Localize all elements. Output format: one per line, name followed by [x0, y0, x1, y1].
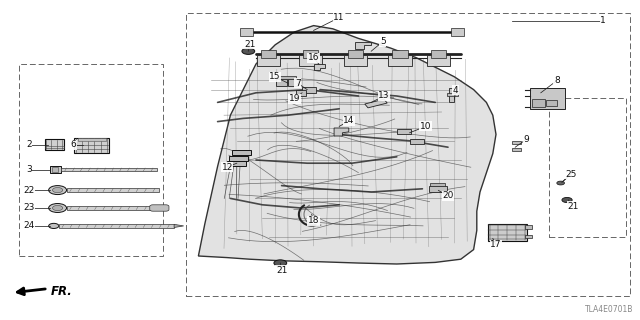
- Bar: [229, 156, 248, 161]
- Text: 7: 7: [295, 79, 300, 88]
- Circle shape: [52, 188, 63, 193]
- Bar: [348, 50, 363, 58]
- Bar: [447, 93, 458, 96]
- Bar: [288, 79, 298, 86]
- Circle shape: [242, 48, 255, 54]
- Bar: [52, 167, 58, 172]
- Text: 20: 20: [442, 191, 454, 200]
- Polygon shape: [174, 224, 184, 228]
- Bar: [549, 98, 626, 237]
- Text: 21: 21: [567, 202, 579, 211]
- Bar: [525, 235, 532, 238]
- Bar: [530, 88, 565, 109]
- Bar: [546, 100, 557, 106]
- Bar: [388, 55, 412, 66]
- Bar: [59, 224, 174, 228]
- Bar: [397, 129, 411, 134]
- Text: 18: 18: [308, 216, 319, 225]
- Bar: [45, 139, 64, 150]
- Bar: [232, 150, 251, 155]
- Polygon shape: [355, 42, 371, 49]
- Bar: [67, 188, 159, 192]
- Text: 4: 4: [453, 86, 458, 95]
- Text: 1: 1: [600, 16, 605, 25]
- Bar: [61, 168, 157, 171]
- Circle shape: [562, 197, 572, 203]
- Text: 6: 6: [71, 140, 76, 149]
- Bar: [261, 50, 276, 58]
- Bar: [451, 28, 464, 36]
- Text: 13: 13: [378, 92, 390, 100]
- Text: 15: 15: [269, 72, 281, 81]
- Polygon shape: [198, 26, 496, 264]
- Bar: [344, 55, 367, 66]
- Text: 17: 17: [490, 240, 502, 249]
- Bar: [525, 225, 532, 229]
- Bar: [431, 50, 446, 58]
- Bar: [278, 76, 296, 79]
- Bar: [303, 50, 318, 58]
- Bar: [186, 13, 630, 296]
- Text: 21: 21: [244, 40, 255, 49]
- Text: TLA4E0701B: TLA4E0701B: [585, 305, 634, 314]
- Bar: [299, 55, 322, 66]
- Bar: [67, 206, 159, 210]
- Bar: [449, 88, 454, 102]
- Text: 8: 8: [554, 76, 559, 85]
- Bar: [240, 28, 253, 36]
- Text: 9: 9: [524, 135, 529, 144]
- Bar: [532, 99, 545, 107]
- Text: 11: 11: [333, 13, 345, 22]
- Text: 24: 24: [23, 221, 35, 230]
- Text: FR.: FR.: [51, 285, 73, 298]
- Polygon shape: [334, 128, 349, 136]
- Text: 21: 21: [276, 266, 287, 275]
- Text: 23: 23: [23, 204, 35, 212]
- Text: 10: 10: [420, 122, 431, 131]
- Bar: [19, 64, 163, 256]
- Text: 5: 5: [380, 37, 385, 46]
- Bar: [427, 55, 450, 66]
- Text: 3: 3: [26, 165, 31, 174]
- Circle shape: [49, 223, 59, 228]
- Text: 16: 16: [308, 53, 319, 62]
- Circle shape: [557, 181, 564, 185]
- Text: 25: 25: [565, 170, 577, 179]
- Bar: [302, 87, 316, 93]
- FancyBboxPatch shape: [150, 205, 169, 211]
- Bar: [430, 183, 445, 186]
- Bar: [78, 138, 106, 141]
- Bar: [429, 186, 447, 192]
- Circle shape: [49, 204, 67, 212]
- Text: 14: 14: [343, 116, 355, 125]
- Text: 19: 19: [289, 94, 300, 103]
- Text: 22: 22: [23, 186, 35, 195]
- Bar: [74, 138, 109, 153]
- Bar: [227, 161, 246, 166]
- Circle shape: [49, 186, 67, 195]
- Polygon shape: [365, 99, 387, 108]
- Bar: [296, 90, 306, 96]
- Bar: [410, 139, 424, 144]
- Bar: [257, 55, 280, 66]
- Circle shape: [274, 260, 287, 266]
- Bar: [512, 148, 521, 151]
- Bar: [276, 79, 287, 86]
- Circle shape: [52, 205, 63, 211]
- Polygon shape: [314, 64, 325, 70]
- Bar: [50, 166, 61, 173]
- Bar: [392, 50, 408, 58]
- Bar: [488, 224, 527, 241]
- Bar: [512, 141, 521, 144]
- Text: 2: 2: [26, 140, 31, 149]
- Text: 12: 12: [221, 163, 233, 172]
- Bar: [45, 146, 64, 148]
